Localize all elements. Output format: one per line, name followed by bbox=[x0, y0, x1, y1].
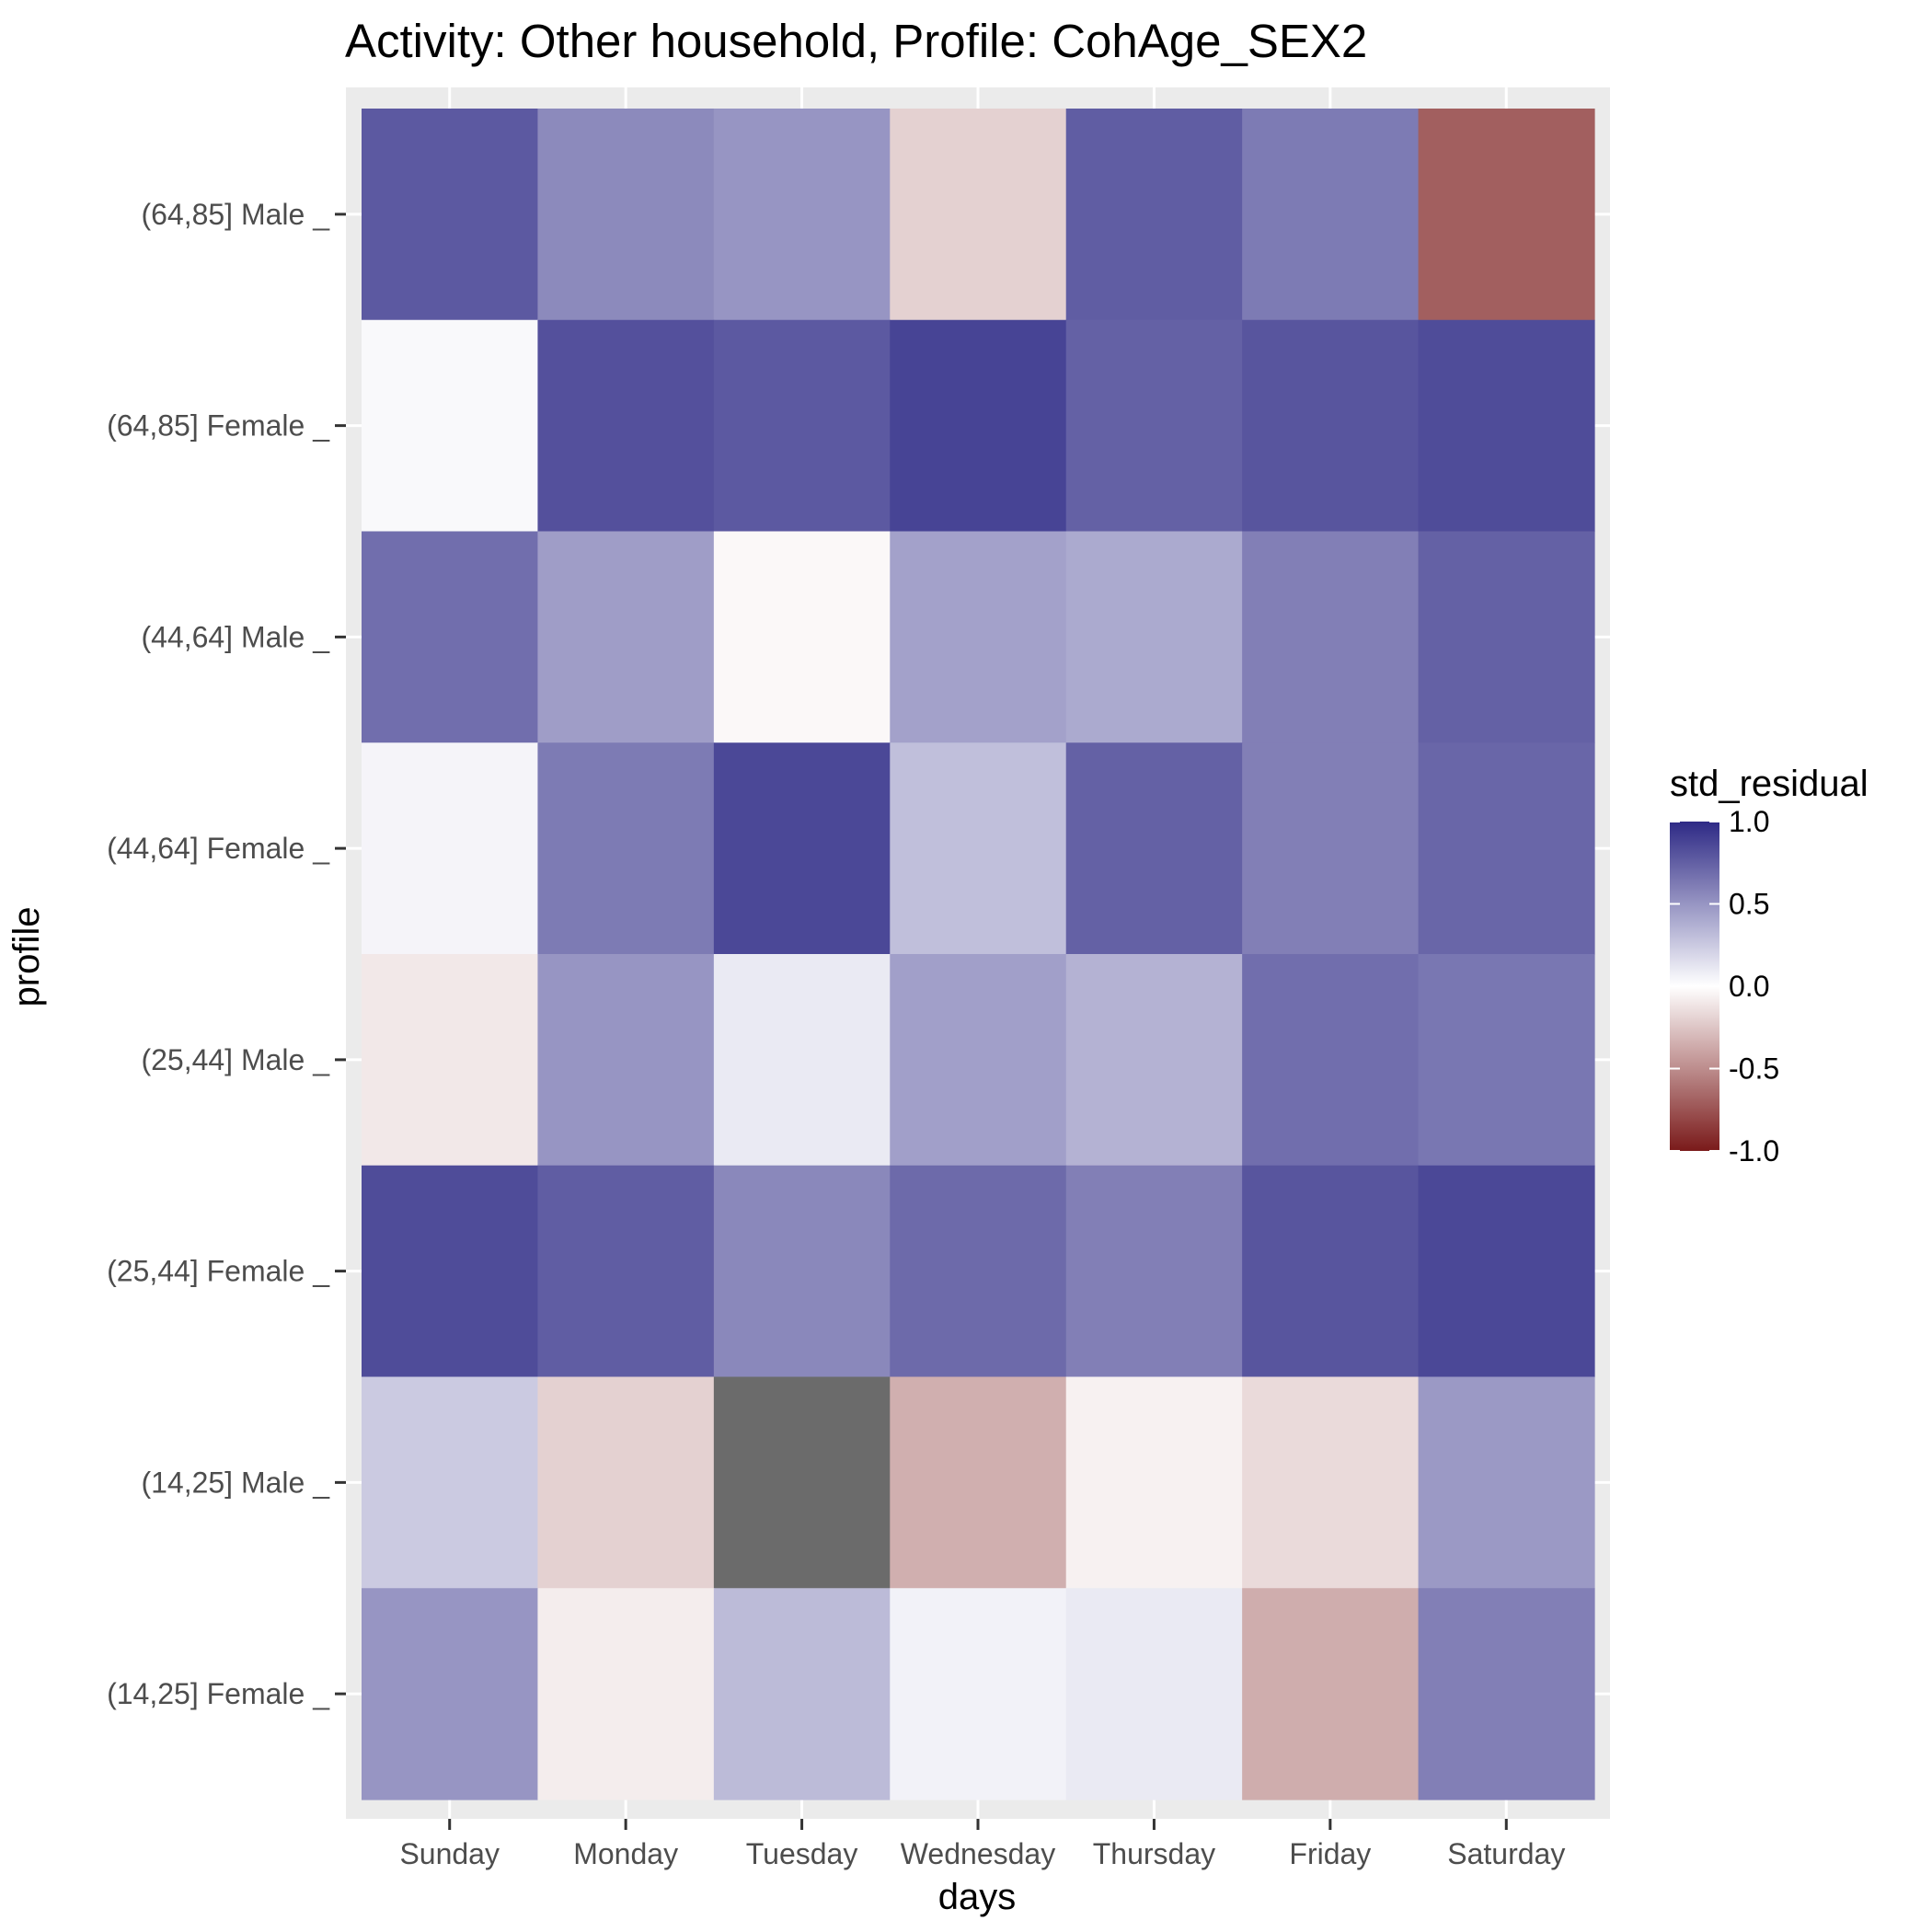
heatmap-cell bbox=[890, 319, 1067, 533]
legend-title: std_residual bbox=[1670, 764, 1869, 804]
heatmap-cell bbox=[713, 1376, 891, 1589]
heatmap-cell bbox=[890, 109, 1067, 321]
heatmap-cell bbox=[1418, 319, 1595, 533]
heatmap-cell bbox=[713, 742, 891, 955]
heatmap-cell bbox=[362, 109, 539, 321]
x-tick-label: Saturday bbox=[1447, 1837, 1565, 1870]
y-tick-label: (25,44] Female _ bbox=[107, 1255, 330, 1288]
heatmap-cell bbox=[362, 531, 539, 743]
heatmap-cell bbox=[1242, 109, 1420, 321]
heatmap-cell bbox=[1065, 1165, 1243, 1378]
heatmap-cell bbox=[1065, 1588, 1243, 1800]
heatmap-cell bbox=[890, 1588, 1067, 1800]
x-tick-label: Tuesday bbox=[746, 1837, 858, 1870]
x-tick-label: Wednesday bbox=[901, 1837, 1055, 1870]
heatmap-cell bbox=[1418, 954, 1595, 1167]
heatmap-cell bbox=[713, 531, 891, 743]
x-axis-title: days bbox=[938, 1877, 1017, 1917]
y-tick-label: (25,44] Male _ bbox=[141, 1043, 330, 1076]
heatmap-cell bbox=[537, 1588, 715, 1800]
legend-break-label: 1.0 bbox=[1729, 805, 1769, 838]
heatmap-cell bbox=[713, 319, 891, 533]
heatmap-cell bbox=[537, 531, 715, 743]
heatmap-cell bbox=[362, 742, 539, 955]
heatmap-cell bbox=[537, 109, 715, 321]
heatmap-cell bbox=[362, 1165, 539, 1378]
heatmap-cell bbox=[1242, 742, 1420, 955]
heatmap-cell bbox=[1065, 319, 1243, 533]
y-axis-title: profile bbox=[6, 907, 47, 1007]
y-tick-label: (14,25] Female _ bbox=[107, 1677, 330, 1710]
heatmap-cell bbox=[1418, 1376, 1595, 1589]
legend-break-label: -1.0 bbox=[1729, 1134, 1779, 1167]
heatmap-cell bbox=[1242, 954, 1420, 1167]
heatmap-cell bbox=[537, 1376, 715, 1589]
x-axis: Sunday Monday Tuesday Wednesday Thursday Frid… bbox=[399, 1819, 1565, 1870]
heatmap-cell bbox=[537, 742, 715, 955]
heatmap-cell bbox=[1418, 1165, 1595, 1378]
y-tick-label: (14,25] Male _ bbox=[141, 1466, 330, 1499]
heatmap-cell bbox=[890, 1165, 1067, 1378]
heatmap-cell bbox=[537, 954, 715, 1167]
heatmap-cell bbox=[890, 742, 1067, 955]
heatmap-cell bbox=[890, 954, 1067, 1167]
heatmap-cell bbox=[713, 1165, 891, 1378]
heatmap-cell bbox=[1418, 109, 1595, 321]
y-tick-label: (44,64] Male _ bbox=[141, 620, 330, 653]
heatmap-cell bbox=[1242, 1165, 1420, 1378]
heatmap-cell bbox=[362, 319, 539, 533]
heatmap-cell bbox=[362, 1376, 539, 1589]
heatmap-cell bbox=[890, 531, 1067, 743]
y-axis: (64,85] Male _ (64,85] Female _ (44,64] Ma… bbox=[107, 198, 346, 1710]
heatmap-cell bbox=[1418, 742, 1595, 955]
heatmap-cell bbox=[1065, 742, 1243, 955]
y-tick-label: (64,85] Female _ bbox=[107, 409, 330, 443]
heatmap-cell bbox=[362, 1588, 539, 1800]
heatmap-cell bbox=[1242, 1376, 1420, 1589]
color-legend: std_residual 1.0 0.5 0.0 -0.5 -1.0 bbox=[1670, 764, 1869, 1167]
legend-break-label: -0.5 bbox=[1729, 1052, 1779, 1086]
x-tick-label: Friday bbox=[1289, 1837, 1371, 1870]
chart-title: Activity: Other household, Profile: CohA… bbox=[345, 15, 1367, 67]
heatmap-cell bbox=[1418, 1588, 1595, 1800]
heatmap-cell bbox=[1242, 1588, 1420, 1800]
y-tick-label: (44,64] Female _ bbox=[107, 832, 330, 865]
heatmap-cell bbox=[537, 1165, 715, 1378]
heatmap-cell bbox=[362, 954, 539, 1167]
heatmap-cell bbox=[713, 109, 891, 321]
heatmap-cell bbox=[713, 954, 891, 1167]
heatmap-cell bbox=[1418, 531, 1595, 743]
legend-break-label: 0.0 bbox=[1729, 970, 1769, 1003]
heatmap-cell bbox=[890, 1376, 1067, 1589]
x-tick-label: Monday bbox=[573, 1837, 678, 1870]
heatmap-cell bbox=[1065, 1376, 1243, 1589]
heatmap-cell bbox=[713, 1588, 891, 1800]
heatmap-cell bbox=[1242, 531, 1420, 743]
heatmap-cell bbox=[537, 319, 715, 533]
heatmap-cell bbox=[1242, 319, 1420, 533]
x-tick-label: Sunday bbox=[399, 1837, 500, 1870]
y-tick-label: (64,85] Male _ bbox=[141, 198, 330, 231]
heatmap-cell bbox=[1065, 109, 1243, 321]
heatmap-cells bbox=[362, 109, 1595, 1800]
heatmap-cell bbox=[1065, 531, 1243, 743]
legend-break-label: 0.5 bbox=[1729, 888, 1769, 921]
x-tick-label: Thursday bbox=[1093, 1837, 1215, 1870]
heatmap-cell bbox=[1065, 954, 1243, 1167]
